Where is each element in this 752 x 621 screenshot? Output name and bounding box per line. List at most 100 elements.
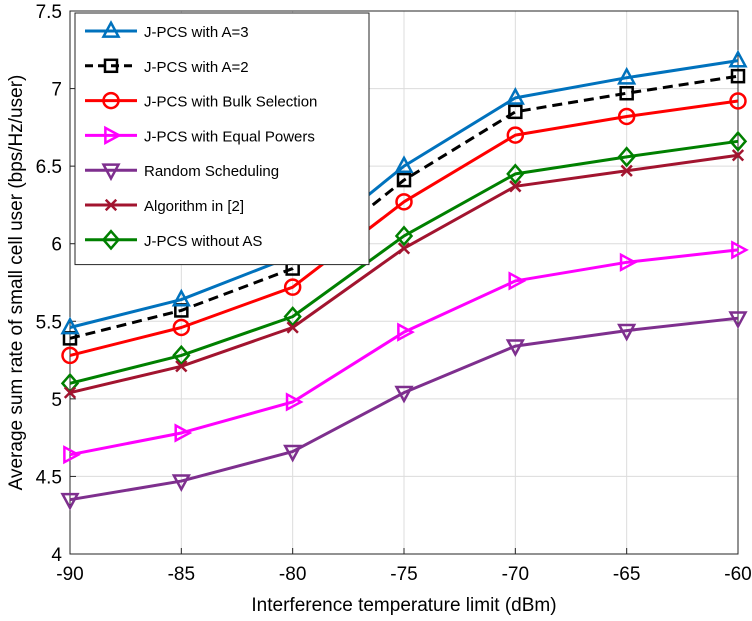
data-point	[397, 242, 411, 255]
series-line	[69, 74, 739, 340]
legend-marker	[101, 163, 121, 182]
data-point	[283, 278, 302, 296]
data-point	[283, 306, 302, 328]
series-4	[63, 240, 749, 465]
data-point	[285, 392, 304, 412]
legend-label: J-PCS with A=3	[144, 24, 249, 41]
y-tick-label: 7.5	[36, 2, 62, 23]
series-line	[69, 248, 739, 457]
data-point	[172, 344, 191, 366]
x-tick-label: -85	[168, 564, 195, 585]
series-3	[61, 92, 747, 365]
series-line	[69, 316, 739, 502]
legend-label: Algorithm in [2]	[144, 198, 244, 215]
data-point	[394, 225, 414, 247]
data-point	[506, 163, 525, 185]
data-point	[728, 130, 748, 152]
data-point	[508, 104, 523, 120]
y-tick-label: 6	[51, 235, 62, 256]
data-point	[174, 423, 193, 443]
data-point	[619, 85, 634, 101]
legend-label: J-PCS without AS	[144, 233, 262, 250]
legend-marker	[104, 198, 118, 212]
data-point	[172, 318, 191, 337]
x-tick-label: -90	[56, 564, 83, 585]
data-point	[620, 164, 633, 177]
data-point	[619, 252, 638, 272]
data-point	[506, 126, 525, 144]
data-point	[283, 444, 303, 463]
series-line	[69, 139, 739, 385]
legend-marker	[101, 229, 121, 251]
x-tick-label: -80	[279, 564, 306, 585]
series-1	[60, 49, 748, 335]
tick-labels: -90 -85 -80 -75 -70 -65 -60 4 4.5 5 5.5 6 6.5 7 7.5	[36, 2, 752, 585]
series-6	[63, 149, 745, 399]
data-point	[396, 172, 412, 188]
series-7	[60, 130, 748, 394]
data-point	[394, 385, 414, 404]
axes	[69, 10, 739, 555]
y-tick-label: 7	[51, 80, 62, 101]
y-tick-label: 4	[51, 545, 62, 566]
series-layer	[60, 49, 749, 511]
legend-label: J-PCS with A=2	[144, 59, 249, 76]
data-point	[617, 66, 637, 85]
legend-entry: J-PCS with Bulk Selection	[85, 91, 317, 111]
data-point	[60, 316, 80, 335]
data-point	[171, 288, 191, 307]
data-point	[728, 49, 748, 68]
data-point	[397, 322, 415, 342]
series-2	[62, 68, 746, 346]
data-point	[729, 92, 747, 110]
legend-label: J-PCS with Equal Powers	[144, 128, 315, 145]
legend-entry: J-PCS without AS	[85, 229, 262, 251]
x-tick-label: -60	[724, 564, 751, 585]
legend-entry: Random Scheduling	[85, 163, 279, 182]
data-point	[617, 107, 636, 126]
data-point	[286, 321, 299, 334]
data-point	[731, 240, 749, 260]
data-point	[508, 271, 527, 291]
x-axis-label: Interference temperature limit (dBm)	[251, 595, 556, 616]
data-point	[171, 474, 191, 492]
data-point	[60, 492, 80, 511]
y-axis-label: Average sum rate of small cell user (bps…	[6, 75, 27, 491]
data-point	[63, 445, 81, 465]
legend-box	[74, 12, 370, 266]
y-tick-label: 4.5	[36, 467, 62, 488]
legend-entry: J-PCS with Equal Powers	[85, 125, 315, 145]
legend: J-PCS with A=3 J-PCS with A=2 J-PCS with B…	[74, 12, 370, 266]
data-point	[617, 323, 637, 342]
data-point	[505, 339, 525, 357]
data-point	[728, 311, 748, 330]
x-tick-label: -75	[390, 564, 417, 585]
data-point	[731, 149, 745, 162]
data-point	[175, 360, 188, 373]
legend-marker	[102, 91, 120, 110]
data-point	[505, 87, 525, 105]
legend-entry: Algorithm in [2]	[85, 198, 244, 215]
legend-entry: J-PCS with A=3	[85, 20, 249, 41]
legend-entry: J-PCS with A=2	[85, 58, 249, 76]
series-line	[69, 99, 739, 357]
legend-marker	[104, 125, 122, 145]
legend-label: Random Scheduling	[144, 163, 279, 180]
series-line	[69, 59, 739, 329]
y-tick-label: 5.5	[36, 312, 62, 333]
x-tick-label: -70	[502, 564, 529, 585]
series-5	[60, 311, 748, 511]
x-tick-label: -65	[613, 564, 640, 585]
data-point	[509, 180, 522, 193]
data-point	[63, 386, 77, 399]
data-point	[617, 146, 636, 168]
plot-frame	[69, 10, 739, 555]
y-tick-label: 6.5	[36, 157, 62, 178]
data-point	[395, 193, 413, 211]
legend-marker	[103, 58, 119, 74]
legend-marker	[101, 20, 121, 38]
legend-label: J-PCS with Bulk Selection	[144, 94, 317, 111]
data-point	[61, 346, 79, 365]
y-tick-label: 5	[51, 390, 62, 411]
